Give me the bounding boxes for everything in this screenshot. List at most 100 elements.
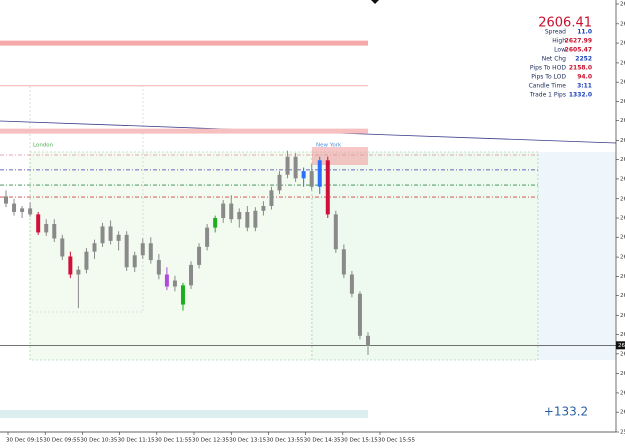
x-tick-label: 30 Dec 10:35 [80,438,117,444]
x-tick-label: 30 Dec 11:15 [118,438,155,444]
y-tick-label: 2634.80 [620,2,625,8]
candle-body [28,208,33,215]
candle-body [180,285,185,305]
y-tick-label: 2607.30 [620,332,625,338]
marker [371,0,379,4]
y-tick-label: 2626.70 [620,99,625,105]
profit: +133.2 [544,405,588,419]
price-tag [616,341,625,350]
candle-body [349,274,354,294]
y-tick-label: 2599.20 [620,430,625,436]
bottom-band [0,410,368,418]
y-tick-label: 2610.55 [620,293,625,299]
info-label: Pips To LOD [531,74,566,81]
info-value: 2605.47 [565,47,592,54]
y-tick-label: 2617.00 [620,216,625,222]
y-tick-label: 2629.90 [620,60,625,66]
y-tick-label: 2604.05 [620,371,625,377]
candle-body [36,214,41,233]
candle-body [84,251,89,270]
candle-body [253,210,258,228]
y-tick-label: 2618.60 [620,196,625,202]
candle-body [44,224,49,233]
future-zone [538,152,616,360]
candle-body [140,243,145,256]
candle-body [52,224,57,239]
candle-body [108,226,113,241]
candle-body [205,227,210,247]
y-tick-label: 2602.45 [620,390,625,396]
y-tick-label: 2608.90 [620,313,625,319]
x-tick-label: 30 Dec 15:15 [341,438,378,444]
info-label: Candle Time [529,83,567,90]
candle-body [68,256,73,275]
candle-body [245,211,250,228]
candle-body [221,203,226,218]
candle-body [100,226,105,244]
current-price: 2606.41 [538,16,592,31]
candle-body [317,160,322,187]
y-tick-label: 2623.45 [620,138,625,144]
candle-body [189,264,194,286]
candle-body [269,190,274,206]
y-tick-label: 2633.15 [620,21,625,27]
y-tick-label: 2620.25 [620,176,625,182]
candle-body [261,205,266,211]
x-tick-label: 30 Dec 13:55 [266,438,303,444]
y-tick-label: 2605.70 [620,351,625,357]
x-tick-label: 30 Dec 11:55 [155,438,192,444]
session-label: New York [316,143,342,149]
candle-body [341,249,346,275]
candle-body [116,234,121,241]
y-tick-label: 2613.75 [620,255,625,261]
info-label: Net Chg [542,56,566,63]
price-tag-label: 2606.41 [618,343,625,349]
candle-body [229,203,234,220]
candle-body [148,243,153,261]
info-value: 94.0 [577,74,592,81]
info-label: Spread [545,29,566,36]
info-value: 3:11 [577,83,592,90]
info-value: 2627.99 [565,38,592,45]
candle-body [237,211,242,220]
info-value: 2158.0 [569,65,592,72]
candle-body [20,208,25,212]
y-tick-label: 2600.85 [620,410,625,416]
info-value: 2252 [575,56,592,63]
x-tick-label: 30 Dec 13:15 [229,438,266,444]
info-label: Trade 1 Pips [529,92,566,99]
candle-body [4,196,8,204]
x-tick-label: 30 Dec 09:55 [43,438,80,444]
y-tick-label: 2628.30 [620,80,625,86]
y-tick-label: 2631.55 [620,41,625,47]
candle-body [333,214,338,250]
candle-body [124,234,129,268]
candle-body [92,243,97,252]
x-tick-label: 30 Dec 09:15 [6,438,43,444]
info-value: 1332.0 [569,92,592,99]
candle-body [132,255,137,268]
candle-body [285,156,290,175]
x-tick-label: 30 Dec 12:35 [192,438,229,444]
x-tick-label: 30 Dec 14:35 [304,438,341,444]
candle-body [301,171,306,179]
info-label: Low [554,47,566,54]
info-label: Pips To HOD [530,65,566,72]
candle-body [366,335,370,346]
candle-body [156,260,161,275]
candle-body [197,246,202,265]
candle-body [293,156,298,179]
y-tick-label: 2612.15 [620,274,625,280]
london-box [29,151,313,361]
candle-body [164,274,169,287]
info-label: High [552,38,566,45]
candle-body [277,174,282,191]
candle-body [325,160,330,215]
y-tick-label: 2621.85 [620,157,625,163]
candle-body [309,171,314,187]
x-tick-label: 30 Dec 15:55 [378,438,415,444]
info-value: 11.0 [577,29,592,36]
candle-body [76,269,81,275]
candle-body [172,280,177,287]
